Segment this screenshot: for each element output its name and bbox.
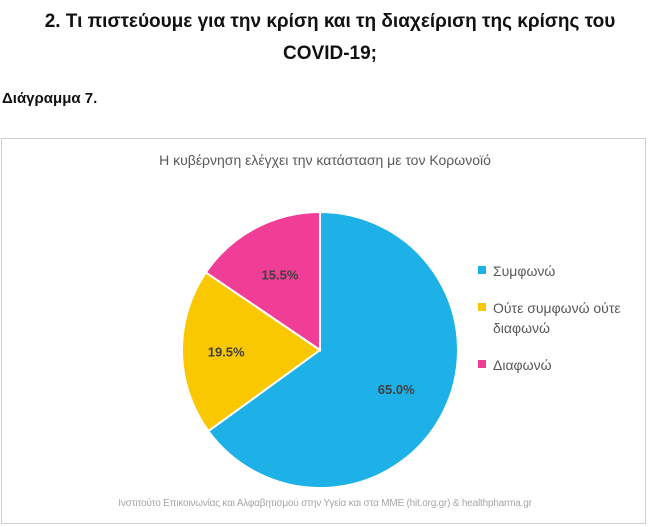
slice-disagree [204, 210, 321, 352]
legend-item-disagree: Διαφωνώ [478, 355, 648, 375]
slice-neutral [181, 271, 322, 433]
legend-swatch [478, 303, 486, 311]
chart-title: Η κυβέρνηση ελέγχει την κατάσταση με τον… [159, 152, 491, 168]
slice-value-label: 65.0% [378, 382, 415, 397]
legend-label: Ούτε συμφωνώ ούτε διαφωνώ [493, 300, 621, 336]
page-heading: 2. Τι πιστεύουμε για την κρίση και τη δι… [44, 11, 616, 64]
legend-item-agree: Συμφωνώ [478, 261, 648, 281]
legend-swatch [478, 266, 486, 274]
slice-agree [206, 210, 459, 489]
legend-label: Συμφωνώ [493, 263, 556, 279]
legend-label: Διαφωνώ [493, 357, 552, 373]
legend-swatch [478, 360, 486, 368]
slice-value-label: 15.5% [262, 267, 299, 282]
figure-caption: Διάγραμμα 7. [2, 90, 98, 107]
slice-value-label: 19.5% [208, 344, 245, 359]
chart-legend: Συμφωνώ Ούτε συμφωνώ ούτε διαφωνώ Διαφων… [478, 261, 648, 392]
source-footer: Ινστιτούτο Επικοινωνίας και Αλφαβητισμού… [118, 498, 532, 509]
legend-item-neutral: Ούτε συμφωνώ ούτε διαφωνώ [478, 298, 648, 338]
